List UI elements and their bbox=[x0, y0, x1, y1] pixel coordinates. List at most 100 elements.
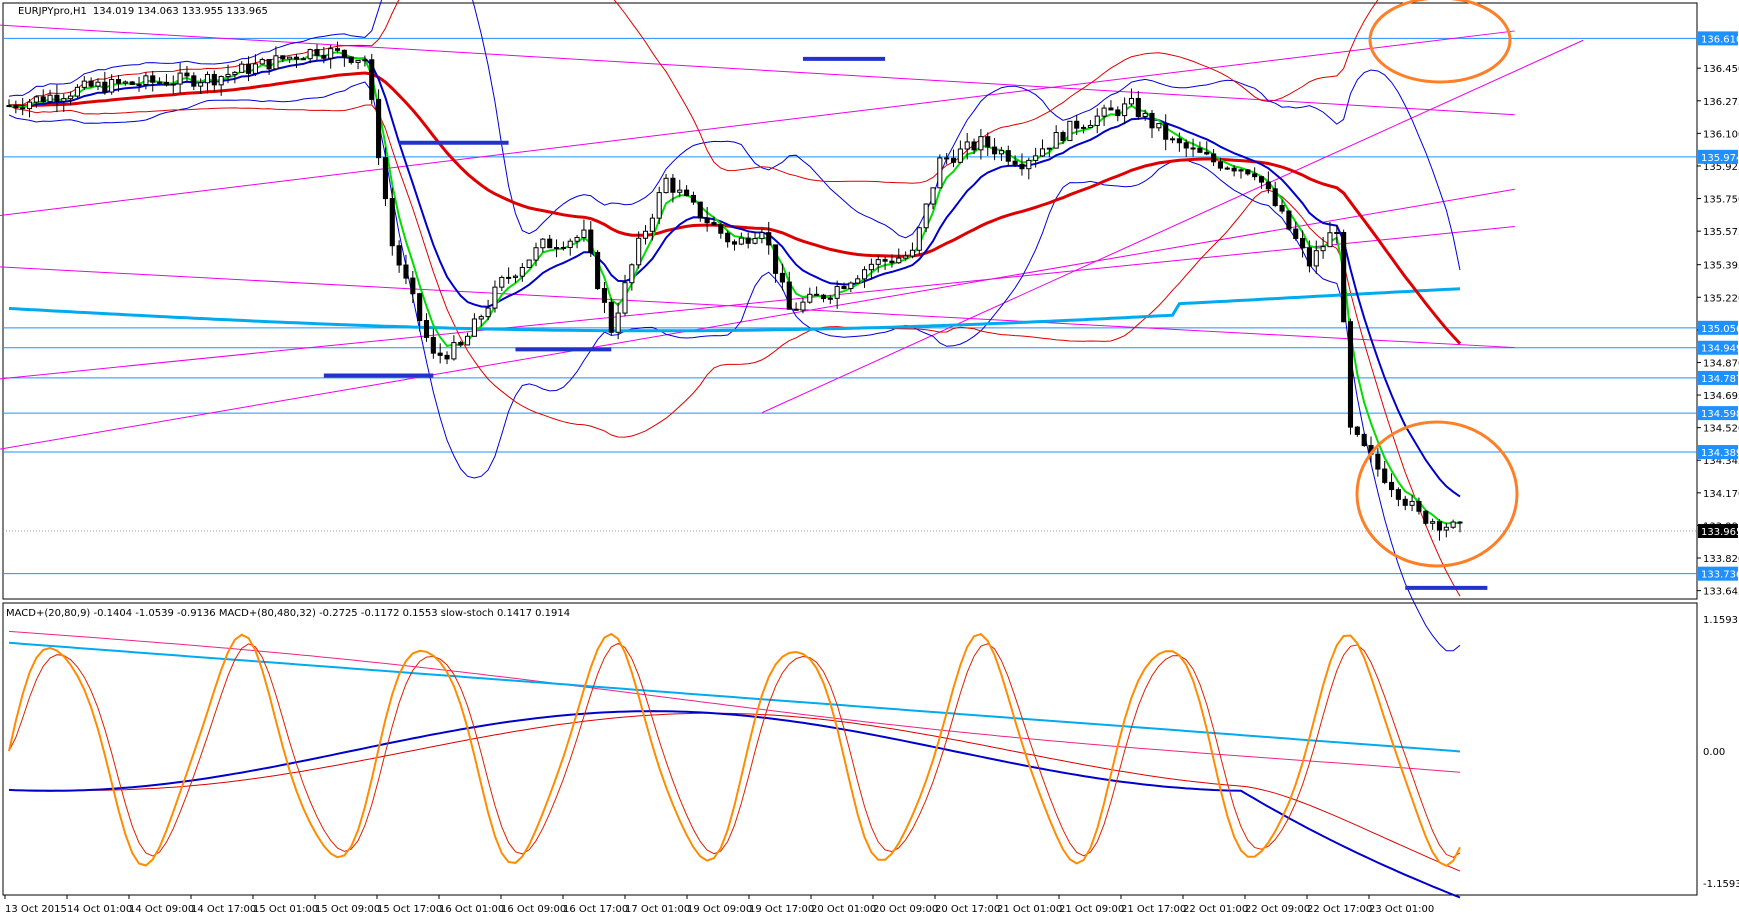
candle-body bbox=[1142, 112, 1148, 117]
price-tick-label: 134.170 bbox=[1703, 489, 1739, 500]
candle-body bbox=[1176, 138, 1182, 144]
time-tick-label: 19 Oct 17:00 bbox=[749, 904, 814, 915]
candle-body bbox=[834, 286, 840, 299]
price-tick-label: 134.345 bbox=[1703, 456, 1739, 467]
candle-body bbox=[150, 75, 156, 83]
candle-body bbox=[122, 81, 128, 84]
candle-body bbox=[259, 59, 265, 65]
level-tag bbox=[1698, 445, 1738, 460]
candle-body bbox=[1081, 126, 1087, 129]
candle-body bbox=[191, 75, 197, 87]
price-tick-label: 135.925 bbox=[1703, 162, 1739, 173]
candle-body bbox=[820, 294, 827, 300]
price-tick-label: 135.575 bbox=[1703, 227, 1739, 238]
candle-body bbox=[684, 189, 690, 196]
trend-line bbox=[0, 226, 1515, 380]
candle-body bbox=[1197, 147, 1203, 153]
candle-body bbox=[944, 157, 950, 160]
candle-body bbox=[74, 86, 80, 97]
candle-body bbox=[95, 81, 101, 87]
candle-body bbox=[882, 259, 888, 262]
candle-body bbox=[1341, 232, 1347, 323]
candle-body bbox=[287, 56, 293, 60]
time-tick-label: 22 Oct 09:00 bbox=[1245, 904, 1310, 915]
candle-body bbox=[232, 71, 238, 75]
candle-body bbox=[252, 63, 258, 74]
candle-body bbox=[170, 83, 176, 86]
candle-body bbox=[759, 232, 765, 240]
candle-body bbox=[109, 79, 115, 93]
candle-body bbox=[129, 81, 135, 85]
level-tag-label: 134.949 bbox=[1701, 344, 1739, 355]
candle-body bbox=[567, 240, 573, 248]
candle-body bbox=[636, 237, 642, 266]
price-tick-label: 135.395 bbox=[1703, 261, 1739, 272]
candle-body bbox=[389, 198, 395, 247]
candle-body bbox=[779, 272, 785, 283]
highlight-circle-bottom bbox=[1355, 420, 1519, 568]
time-tick-label: 23 Oct 01:00 bbox=[1369, 904, 1434, 915]
price-tick-label: 133.820 bbox=[1703, 554, 1739, 565]
time-tick-label: 19 Oct 09:00 bbox=[687, 904, 752, 915]
candle-body bbox=[1087, 124, 1093, 128]
candle-body bbox=[690, 194, 696, 203]
candle-body bbox=[861, 269, 868, 280]
candle-body bbox=[211, 73, 217, 86]
candle-body bbox=[198, 82, 204, 87]
level-tag bbox=[1698, 340, 1738, 355]
indicator-axis: 1.1593 0.00 -1.1593 bbox=[1703, 615, 1739, 890]
candle-body bbox=[629, 264, 635, 284]
candle-body bbox=[1450, 521, 1456, 528]
candle-body bbox=[800, 301, 806, 311]
candle-body bbox=[382, 157, 388, 200]
price-tick-label: 134.520 bbox=[1703, 424, 1739, 435]
candle-body bbox=[512, 275, 519, 278]
candle-body bbox=[615, 312, 621, 333]
candle-body bbox=[157, 81, 163, 84]
time-tick-label: 21 Oct 17:00 bbox=[1121, 904, 1186, 915]
candle-body bbox=[314, 49, 320, 56]
candle-body bbox=[670, 177, 676, 193]
indicator-tick-label: 1.1593 bbox=[1703, 615, 1738, 626]
candle-body bbox=[896, 257, 902, 264]
candle-body bbox=[1361, 433, 1367, 447]
candle-body bbox=[1252, 173, 1258, 178]
candle-body bbox=[519, 266, 525, 277]
candle-body bbox=[697, 201, 703, 219]
candle-body bbox=[560, 246, 566, 249]
candle-body bbox=[1039, 148, 1046, 157]
macd-fast-signal bbox=[8, 712, 1461, 872]
candle-body bbox=[437, 352, 443, 356]
candle-body bbox=[143, 75, 149, 85]
candle-body bbox=[964, 141, 970, 150]
candle-body bbox=[533, 247, 539, 261]
ema-red bbox=[8, 71, 1462, 345]
candle-body bbox=[738, 237, 744, 245]
candle-body bbox=[985, 136, 991, 148]
candle-body bbox=[239, 63, 245, 73]
candle-body bbox=[423, 320, 430, 338]
candle-body bbox=[471, 318, 477, 337]
current-price-tag bbox=[1698, 524, 1738, 539]
candle-body bbox=[1279, 205, 1285, 212]
candle-body bbox=[218, 76, 224, 86]
candle-body bbox=[937, 157, 943, 189]
level-tag-label: 135.056 bbox=[1701, 324, 1739, 335]
bollinger-upper bbox=[8, 0, 1461, 271]
stoch-line bbox=[8, 632, 1461, 867]
moving-averages bbox=[8, 51, 1462, 525]
level-tag-label: 134.787 bbox=[1701, 374, 1739, 385]
ema-blue bbox=[8, 56, 1461, 498]
candle-body bbox=[1046, 147, 1052, 150]
time-tick-label: 20 Oct 01:00 bbox=[811, 904, 876, 915]
price-tick-label: 136.275 bbox=[1703, 97, 1739, 108]
candle-body bbox=[1300, 237, 1306, 249]
candle-body bbox=[88, 80, 94, 87]
candles bbox=[6, 41, 1463, 541]
candle-body bbox=[903, 255, 909, 259]
candle-body bbox=[711, 222, 717, 226]
candle-body bbox=[1443, 526, 1449, 531]
level-tag bbox=[1698, 149, 1738, 164]
candle-body bbox=[6, 105, 12, 108]
candle-body bbox=[33, 96, 39, 103]
